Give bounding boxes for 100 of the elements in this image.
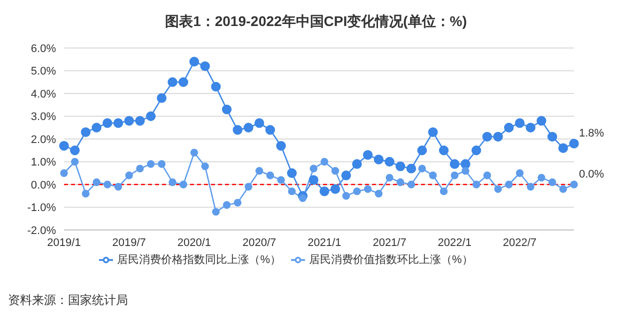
point	[384, 156, 394, 167]
point	[362, 150, 373, 160]
point	[168, 178, 176, 186]
point	[352, 159, 362, 169]
point	[277, 176, 285, 184]
y-tick-label: 5.0%	[30, 66, 56, 78]
point	[330, 184, 340, 194]
point	[536, 116, 546, 126]
point	[232, 125, 242, 135]
legend-label: 居民消费价格指数同比上涨（%）	[117, 254, 281, 266]
point	[538, 174, 546, 182]
chart-title: 图表1：2019-2022年中国CPI变化情况(单位：%)	[164, 12, 468, 31]
point	[124, 116, 134, 126]
point	[505, 180, 513, 188]
point	[200, 61, 210, 72]
point	[548, 178, 556, 186]
point	[104, 180, 112, 188]
point	[472, 180, 480, 188]
x-tick-label: 2022/1	[438, 236, 472, 249]
point	[201, 162, 209, 170]
point	[374, 190, 383, 198]
point	[494, 185, 502, 193]
point	[558, 143, 568, 153]
point	[418, 164, 426, 172]
point	[71, 158, 79, 166]
point	[102, 118, 112, 128]
point	[70, 146, 80, 156]
point	[146, 111, 156, 122]
point	[158, 160, 166, 168]
point	[113, 118, 124, 128]
point	[189, 56, 200, 66]
point	[298, 194, 307, 202]
point	[514, 118, 525, 128]
y-tick-label: 0.0%	[30, 179, 56, 192]
x-tick-label: 2022/7	[502, 236, 537, 249]
point	[471, 146, 482, 156]
point	[417, 146, 427, 156]
point	[331, 167, 340, 175]
point	[60, 169, 68, 177]
point	[190, 148, 198, 156]
point	[438, 146, 449, 156]
y-tick-label: 2.0%	[30, 134, 56, 146]
point	[450, 159, 460, 169]
point	[526, 122, 536, 132]
y-tick-label: 3.0%	[30, 111, 56, 124]
x-tick-label: 2021/1	[308, 236, 342, 249]
point	[386, 174, 394, 182]
point	[504, 122, 514, 132]
point	[396, 178, 404, 186]
point	[526, 182, 534, 191]
point	[180, 180, 188, 188]
point	[222, 104, 232, 114]
x-tick-label: 2019/7	[112, 236, 146, 249]
point	[288, 187, 296, 196]
data-label: 0.0%	[579, 168, 604, 180]
point	[440, 187, 448, 196]
point	[212, 208, 220, 216]
point	[178, 77, 188, 87]
point	[493, 132, 503, 142]
point	[407, 180, 416, 188]
point	[374, 154, 384, 164]
point	[570, 180, 578, 188]
point	[222, 201, 231, 209]
x-tick-label: 2020/1	[177, 236, 212, 249]
point	[92, 122, 102, 132]
point	[254, 118, 264, 128]
x-tick-label: 2020/7	[242, 236, 276, 249]
point	[244, 122, 254, 132]
legend-label: 居民消费价值指数环比上涨（%）	[309, 254, 473, 266]
point	[266, 172, 274, 180]
point	[114, 182, 122, 191]
point	[428, 127, 438, 138]
point	[429, 172, 437, 180]
point	[462, 167, 470, 175]
y-tick-label: 1.0%	[30, 156, 56, 169]
point	[320, 186, 330, 196]
text: 资料来源：国家统计局	[8, 292, 129, 309]
point	[396, 161, 406, 172]
point	[168, 77, 178, 87]
point	[341, 170, 351, 180]
point	[82, 190, 90, 198]
point	[406, 164, 416, 174]
point	[255, 167, 264, 175]
point	[92, 178, 100, 186]
point	[342, 192, 350, 200]
point	[287, 168, 297, 178]
x-tick-label: 2019/1	[47, 236, 81, 249]
y-tick-label: 6.0%	[30, 42, 56, 55]
y-tick-label: -2.0%	[27, 224, 56, 237]
point	[482, 132, 492, 142]
point	[483, 172, 492, 180]
point	[156, 93, 167, 103]
point	[569, 138, 579, 148]
point	[234, 198, 242, 207]
point	[559, 185, 567, 193]
point	[135, 116, 145, 126]
point	[146, 160, 155, 168]
point	[125, 172, 133, 180]
point	[353, 187, 361, 196]
point	[460, 159, 470, 169]
